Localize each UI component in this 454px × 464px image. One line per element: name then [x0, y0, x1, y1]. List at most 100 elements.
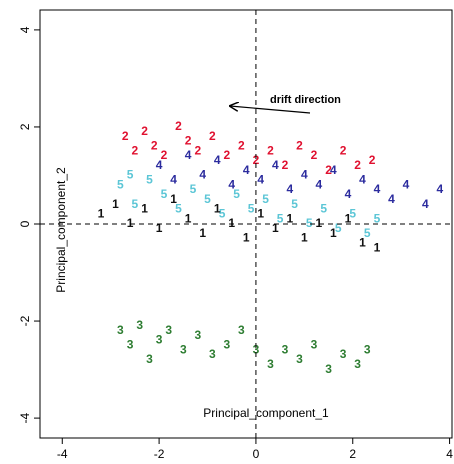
point: 5 [233, 187, 240, 201]
point: 1 [112, 197, 119, 211]
point: 3 [340, 347, 347, 361]
x-axis-label: Principal_component_1 [203, 406, 329, 420]
point: 2 [311, 148, 318, 162]
point: 2 [175, 119, 182, 133]
y-axis-label: Principal_component_2 [54, 167, 68, 293]
point: 2 [253, 153, 260, 167]
point: 1 [272, 221, 279, 235]
point: 2 [340, 143, 347, 157]
point: 2 [151, 139, 158, 153]
point: 3 [117, 323, 124, 337]
y-tick-label: -4 [18, 412, 32, 423]
point: 2 [282, 158, 289, 172]
point: 1 [214, 202, 221, 216]
point: 2 [194, 143, 201, 157]
point: 2 [369, 153, 376, 167]
point: 3 [253, 342, 260, 356]
point: 4 [199, 168, 206, 182]
point: 3 [156, 333, 163, 347]
point: 1 [257, 206, 264, 220]
point: 5 [161, 187, 168, 201]
point: 5 [364, 226, 371, 240]
point: 1 [98, 206, 105, 220]
point: 3 [194, 328, 201, 342]
point: 2 [296, 139, 303, 153]
y-tick-label: -2 [18, 315, 32, 326]
point: 4 [374, 182, 381, 196]
point: 4 [185, 148, 192, 162]
point: 4 [156, 158, 163, 172]
point: 2 [185, 134, 192, 148]
point: 5 [335, 221, 342, 235]
point: 3 [146, 352, 153, 366]
point: 1 [359, 236, 366, 250]
annotation: drift direction [270, 94, 341, 106]
point: 1 [243, 231, 250, 245]
point: 4 [359, 172, 366, 186]
point: 2 [224, 148, 231, 162]
point: 5 [146, 172, 153, 186]
point: 1 [199, 226, 206, 240]
point: 3 [180, 342, 187, 356]
point: 3 [354, 357, 361, 371]
point: 1 [170, 192, 177, 206]
point: 5 [175, 202, 182, 216]
point: 3 [238, 323, 245, 337]
point: 2 [122, 129, 129, 143]
x-tick-label: 4 [446, 447, 453, 461]
point: 5 [277, 211, 284, 225]
point: 4 [228, 177, 235, 191]
y-tick-label: 0 [18, 220, 32, 227]
point: 1 [374, 240, 381, 254]
point: 4 [422, 197, 429, 211]
point: 1 [228, 216, 235, 230]
point: 1 [127, 216, 134, 230]
point: 2 [267, 143, 274, 157]
point: 1 [185, 211, 192, 225]
plot-frame [39, 9, 453, 439]
point: 5 [127, 168, 134, 182]
point: 2 [354, 158, 361, 172]
point: 3 [209, 347, 216, 361]
point: 2 [141, 124, 148, 138]
x-tick-label: -4 [57, 447, 68, 461]
point: 1 [286, 211, 293, 225]
point: 4 [316, 177, 323, 191]
point: 2 [132, 143, 139, 157]
point: 4 [272, 158, 279, 172]
point: 4 [345, 187, 352, 201]
y-tick-label: 4 [18, 26, 32, 33]
point: 5 [374, 211, 381, 225]
point: 4 [286, 182, 293, 196]
point: 2 [238, 139, 245, 153]
point: 5 [204, 192, 211, 206]
point: 5 [262, 192, 269, 206]
point: 3 [267, 357, 274, 371]
x-tick-label: 2 [349, 447, 356, 461]
point: 5 [291, 197, 298, 211]
point: 3 [311, 337, 318, 351]
x-tick-label: -2 [154, 447, 165, 461]
point: 3 [224, 337, 231, 351]
point: 2 [161, 148, 168, 162]
point: 1 [316, 216, 323, 230]
point: 3 [136, 318, 143, 332]
point: 2 [325, 163, 332, 177]
point: 4 [170, 172, 177, 186]
point: 4 [214, 153, 221, 167]
point: 3 [296, 352, 303, 366]
point: 3 [282, 342, 289, 356]
point: 4 [437, 182, 444, 196]
point: 4 [388, 192, 395, 206]
point: 5 [219, 206, 226, 220]
point: 1 [141, 202, 148, 216]
point: 4 [330, 163, 337, 177]
point: 3 [165, 323, 172, 337]
point: 5 [349, 206, 356, 220]
y-tick-label: 2 [18, 123, 32, 130]
point: 4 [301, 168, 308, 182]
point: 4 [243, 163, 250, 177]
point: 5 [190, 182, 197, 196]
